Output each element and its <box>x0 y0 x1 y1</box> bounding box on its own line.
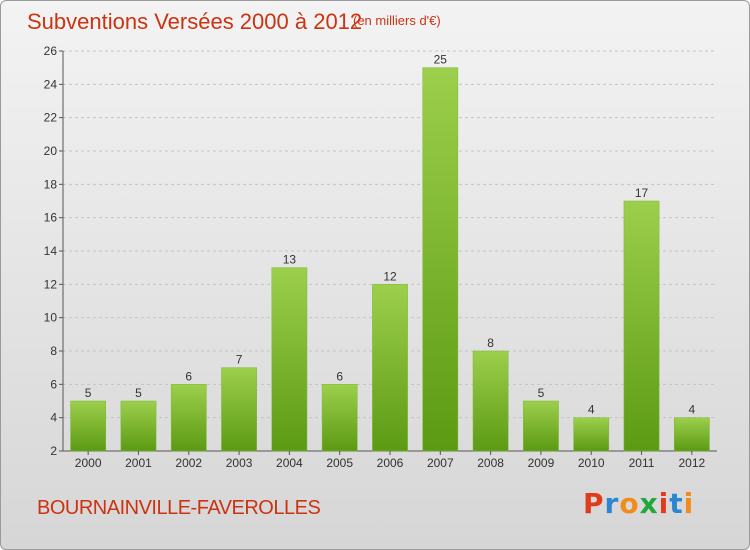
x-tick-label: 2012 <box>678 456 705 470</box>
value-label: 6 <box>336 369 343 383</box>
bar <box>271 267 308 452</box>
bar <box>523 400 559 452</box>
bar <box>321 384 358 452</box>
y-tick-label: 14 <box>44 244 58 258</box>
value-labels: 5 5 6 7 13 6 12 25 8 5 4 17 4 <box>85 53 696 417</box>
bar <box>623 200 660 452</box>
x-tick-label: 2001 <box>125 456 152 470</box>
value-label: 5 <box>85 386 92 400</box>
y-tick-label: 2 <box>50 444 57 458</box>
value-label: 4 <box>588 403 595 417</box>
value-label: 6 <box>185 369 192 383</box>
chart-title: Subventions Versées 2000 à 2012 <box>27 9 363 34</box>
x-tick-label: 2009 <box>528 456 555 470</box>
logo-letter: i <box>683 487 695 520</box>
bar <box>120 400 157 452</box>
value-label: 12 <box>383 269 397 283</box>
x-axis-labels: 2000 2001 2002 2003 2004 2005 2006 2007 2008 2009… <box>75 451 706 470</box>
value-label: 5 <box>538 386 545 400</box>
bar <box>422 67 459 452</box>
x-tick-label: 2010 <box>578 456 605 470</box>
x-tick-label: 2000 <box>75 456 102 470</box>
y-tick-label: 26 <box>44 44 58 58</box>
x-tick-label: 2008 <box>477 456 504 470</box>
y-tick-label: 12 <box>44 277 58 291</box>
bar <box>372 284 408 452</box>
bars <box>70 67 710 452</box>
bar <box>573 417 610 452</box>
proxiti-logo: Proxiti <box>583 487 694 520</box>
logo-letter: o <box>619 487 640 520</box>
y-tick-label: 8 <box>50 344 57 358</box>
x-tick-label: 2002 <box>175 456 202 470</box>
value-label: 4 <box>689 403 696 417</box>
y-tick-label: 22 <box>44 111 58 125</box>
y-tick-label: 4 <box>50 411 57 425</box>
chart-subtitle: (en milliers d'€) <box>353 13 441 28</box>
bar <box>70 400 107 452</box>
logo-letter: r <box>604 487 620 520</box>
y-tick-label: 20 <box>44 144 58 158</box>
y-tick-label: 18 <box>44 177 58 191</box>
value-label: 7 <box>236 353 243 367</box>
x-tick-label: 2005 <box>326 456 353 470</box>
x-tick-label: 2004 <box>276 456 303 470</box>
x-tick-label: 2006 <box>377 456 404 470</box>
logo-letter: P <box>583 487 605 520</box>
value-label: 8 <box>487 336 494 350</box>
value-label: 13 <box>283 253 297 267</box>
bar <box>673 417 710 452</box>
y-tick-label: 10 <box>44 311 58 325</box>
value-label: 25 <box>434 53 448 67</box>
logo-letter: x <box>639 487 659 520</box>
bar <box>170 384 207 452</box>
value-label: 5 <box>135 386 142 400</box>
y-tick-label: 16 <box>44 211 58 225</box>
y-tick-label: 6 <box>50 377 57 391</box>
value-label: 17 <box>635 186 649 200</box>
y-tick-label: 24 <box>44 77 58 91</box>
x-tick-label: 2007 <box>427 456 454 470</box>
x-tick-label: 2011 <box>629 456 655 470</box>
logo-letter: t <box>669 487 684 520</box>
bar <box>221 367 257 452</box>
bar <box>472 350 509 452</box>
x-tick-label: 2003 <box>226 456 253 470</box>
commune-name: BOURNAINVILLE-FAVEROLLES <box>37 497 321 519</box>
logo-letter: i <box>658 487 670 520</box>
